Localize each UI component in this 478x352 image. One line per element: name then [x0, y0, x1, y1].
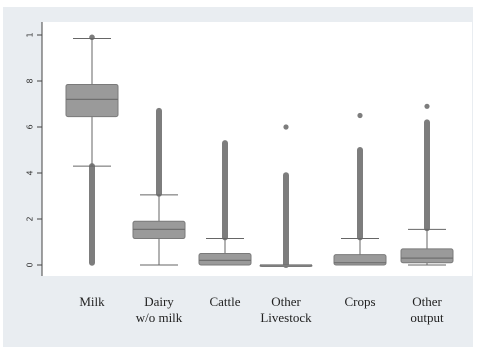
x-category-label: Dairy w/o milk	[136, 294, 183, 325]
box-group	[198, 140, 252, 266]
y-axis: 0 2 4 6 8 1	[26, 22, 43, 276]
x-category-label-line: Other	[412, 294, 442, 309]
y-tick-label: 0	[26, 262, 35, 267]
x-category-label-line: Dairy	[144, 294, 174, 309]
box-iqr	[333, 254, 387, 266]
x-category-label-line: Livestock	[260, 310, 312, 325]
x-category-label: Milk	[79, 294, 105, 309]
y-tick-label: 6	[26, 124, 35, 129]
outlier-point	[283, 124, 289, 130]
x-category-label: Other Livestock	[260, 294, 312, 325]
box-group	[333, 112, 387, 266]
box-iqr	[400, 248, 454, 264]
box-group	[259, 124, 313, 268]
x-category-label: Crops	[344, 294, 375, 309]
box-group	[132, 107, 186, 266]
y-tick-label: 2	[26, 216, 35, 221]
x-category-label-line: w/o milk	[136, 310, 183, 325]
x-category-label: Other output	[410, 294, 444, 325]
outlier-point	[357, 112, 363, 119]
box-iqr	[65, 83, 119, 118]
box-group	[65, 34, 119, 266]
outlier-point	[424, 103, 430, 109]
x-category-label-line: Cattle	[209, 294, 240, 309]
x-category-label-line: Milk	[79, 294, 105, 309]
box-group	[400, 103, 454, 266]
y-tick-label: 4	[26, 170, 35, 175]
y-tick-label: 8	[26, 78, 35, 83]
x-category-label: Cattle	[209, 294, 240, 309]
box-iqr	[198, 253, 252, 266]
x-category-label-line: Crops	[344, 294, 375, 309]
plot-area	[42, 22, 472, 276]
x-category-label-line: output	[410, 310, 444, 325]
x-category-label-line: Other	[271, 294, 301, 309]
boxes	[65, 34, 454, 268]
y-tick-label: 1	[26, 32, 35, 37]
